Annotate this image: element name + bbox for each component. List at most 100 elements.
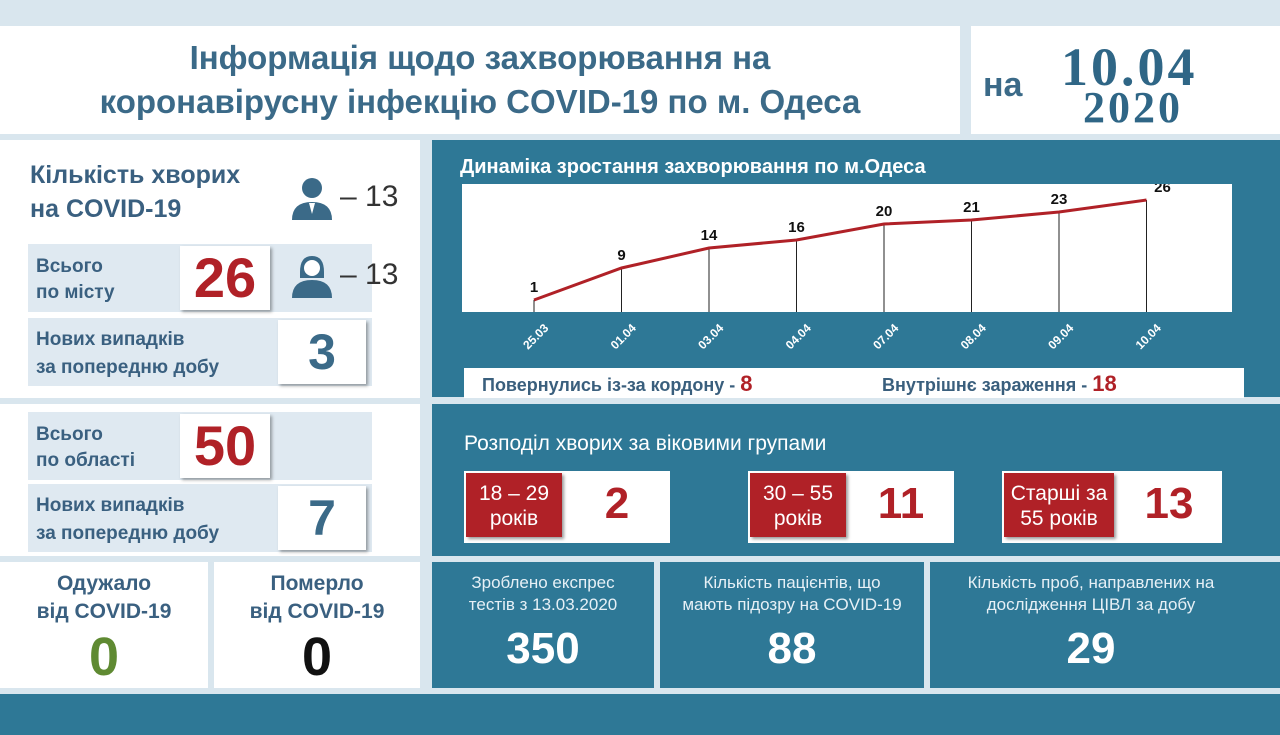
express-tests-label: Зроблено експрес тестів з 13.03.2020 xyxy=(432,572,654,616)
cases-heading-line-2: на COVID-19 xyxy=(30,195,182,223)
city-new-label-2: за попередню добу xyxy=(36,357,220,378)
returned-source: Повернулись із-за кордону - 8 xyxy=(482,371,753,397)
age-group-1-label-1: 18 – 29 xyxy=(478,482,550,505)
chart-title: Динаміка зростання захворювання по м.Оде… xyxy=(460,156,926,178)
male-count: – 13 xyxy=(340,180,399,213)
region-total-label-1: Всього xyxy=(36,424,103,445)
recovered-panel: Одужало від COVID-19 0 xyxy=(0,562,208,688)
suspected-value: 88 xyxy=(767,624,817,673)
age-group-1-value: 2 xyxy=(604,479,630,528)
city-total-label-2: по місту xyxy=(36,282,115,303)
city-total-label: Всього по місту xyxy=(36,254,115,306)
female-count: – 13 xyxy=(340,258,399,291)
internal-value: 18 xyxy=(1092,371,1117,396)
suspected-label-1: Кількість пацієнтів, що xyxy=(703,573,881,592)
internal-source: Внутрішнє зараження - 18 xyxy=(882,371,1117,397)
died-panel: Померло від COVID-19 0 xyxy=(214,562,420,688)
age-group-3-label-2: 55 років xyxy=(1020,507,1098,530)
data-label-7: 26 xyxy=(1154,184,1171,196)
age-group-2-value: 11 xyxy=(877,479,925,528)
region-cases-panel: Всього по області 50 Нових випадків за п… xyxy=(0,404,420,556)
died-label-1: Померло xyxy=(270,572,364,595)
express-tests-label-2: тестів з 13.03.2020 xyxy=(468,595,618,614)
tick-label-3: 04.04 xyxy=(783,321,814,352)
data-label-6: 23 xyxy=(1051,191,1068,208)
died-value: 0 xyxy=(301,627,333,687)
tick-label-1: 01.04 xyxy=(608,321,639,352)
lab-samples-value: 29 xyxy=(1066,624,1116,673)
series-line xyxy=(533,198,1147,302)
tick-label-7: 10.04 xyxy=(1133,321,1164,352)
suspected-label-2: мають підозру на COVID-19 xyxy=(682,595,902,614)
internal-label: Внутрішнє зараження - xyxy=(882,375,1088,395)
tick-label-0: 25.03 xyxy=(520,321,551,352)
tick-label-2: 03.04 xyxy=(695,321,726,352)
age-group-2-label-1: 30 – 55 xyxy=(762,482,834,505)
data-label-5: 21 xyxy=(963,199,980,216)
region-total-label: Всього по області xyxy=(36,422,135,474)
title-panel: Інформація щодо захворювання на коронаві… xyxy=(0,26,960,134)
cases-heading-line-1: Кількість хворих xyxy=(30,161,241,189)
age-group-1-label: 18 – 29 років xyxy=(466,473,562,537)
city-new-label: Нових випадків за попередню добу xyxy=(36,326,219,382)
died-label: Померло від COVID-19 xyxy=(214,570,420,626)
region-total-label-2: по області xyxy=(36,450,136,471)
age-group-3-value: 13 xyxy=(1144,479,1194,528)
express-tests-panel: Зроблено експрес тестів з 13.03.2020 350 xyxy=(432,562,654,688)
page-title: Інформація щодо захворювання на коронаві… xyxy=(30,36,930,124)
recovered-label: Одужало від COVID-19 xyxy=(0,570,208,626)
age-group-2-label-2: років xyxy=(773,507,823,530)
date-year: 2020 xyxy=(1083,83,1183,132)
data-label-3: 16 xyxy=(788,219,805,236)
tick-label-6: 09.04 xyxy=(1045,321,1076,352)
lab-samples-panel: Кількість проб, направлених на досліджен… xyxy=(930,562,1280,688)
footer-strip xyxy=(0,694,1280,735)
region-new-value: 7 xyxy=(278,486,366,550)
data-label-2: 14 xyxy=(701,227,718,244)
cases-heading: Кількість хворих на COVID-19 xyxy=(30,158,240,226)
lab-samples-label-1: Кількість проб, направлених на xyxy=(967,573,1215,592)
died-label-2: від COVID-19 xyxy=(249,600,385,623)
title-line-2: коронавірусну інфекцію COVID-19 по м. Од… xyxy=(99,83,861,120)
region-new-label: Нових випадків за попередню добу xyxy=(36,492,219,548)
age-group-2: 30 – 55 років 11 xyxy=(748,471,954,543)
age-heading: Розподіл хворих за віковими групами xyxy=(464,432,827,455)
suspected-panel: Кількість пацієнтів, що мають підозру на… xyxy=(660,562,924,688)
growth-chart-panel: Динаміка зростання захворювання по м.Оде… xyxy=(432,140,1280,398)
returned-value: 8 xyxy=(740,371,753,396)
region-total-box: Всього по області 50 xyxy=(28,412,372,480)
sources-bar: Повернулись із-за кордону - 8 Внутрішнє … xyxy=(464,368,1244,398)
male-icon xyxy=(292,178,332,220)
tick-label-5: 08.04 xyxy=(958,321,989,352)
lab-samples-label: Кількість проб, направлених на досліджен… xyxy=(930,572,1252,616)
tick-label-4: 07.04 xyxy=(870,321,901,352)
data-label-4: 20 xyxy=(876,203,893,220)
age-group-2-label: 30 – 55 років xyxy=(750,473,846,537)
data-label-0: 1 xyxy=(530,279,538,296)
lab-samples-label-2: дослідження ЦІВЛ за добу xyxy=(986,595,1196,614)
date-panel: на 10.04 2020 xyxy=(971,26,1280,134)
city-total-value: 26 xyxy=(180,246,270,310)
recovered-value: 0 xyxy=(88,627,120,687)
city-new-label-1: Нових випадків xyxy=(36,329,185,350)
recovered-label-1: Одужало xyxy=(56,572,152,595)
region-total-value: 50 xyxy=(180,414,270,478)
age-group-1: 18 – 29 років 2 xyxy=(464,471,670,543)
date-prefix: на xyxy=(983,66,1023,104)
city-new-box: Нових випадків за попередню добу 3 xyxy=(28,318,372,386)
region-new-label-2: за попередню добу xyxy=(36,523,220,544)
suspected-label: Кількість пацієнтів, що мають підозру на… xyxy=(660,572,924,616)
recovered-label-2: від COVID-19 xyxy=(36,600,172,623)
city-total-label-1: Всього xyxy=(36,256,103,277)
express-tests-label-1: Зроблено експрес xyxy=(471,573,615,592)
region-new-box: Нових випадків за попередню добу 7 xyxy=(28,484,372,552)
city-cases-panel: Кількість хворих на COVID-19 – 13 Всього… xyxy=(0,140,420,398)
age-group-3-label-1: Старші за xyxy=(1010,482,1108,505)
city-new-value: 3 xyxy=(278,320,366,384)
date-day: 10.04 xyxy=(1061,37,1198,97)
title-line-1: Інформація щодо захворювання на xyxy=(189,39,771,76)
data-label-1: 9 xyxy=(617,247,625,264)
female-icon xyxy=(292,256,332,298)
express-tests-value: 350 xyxy=(506,624,580,673)
age-group-3-label: Старші за 55 років xyxy=(1004,473,1114,537)
